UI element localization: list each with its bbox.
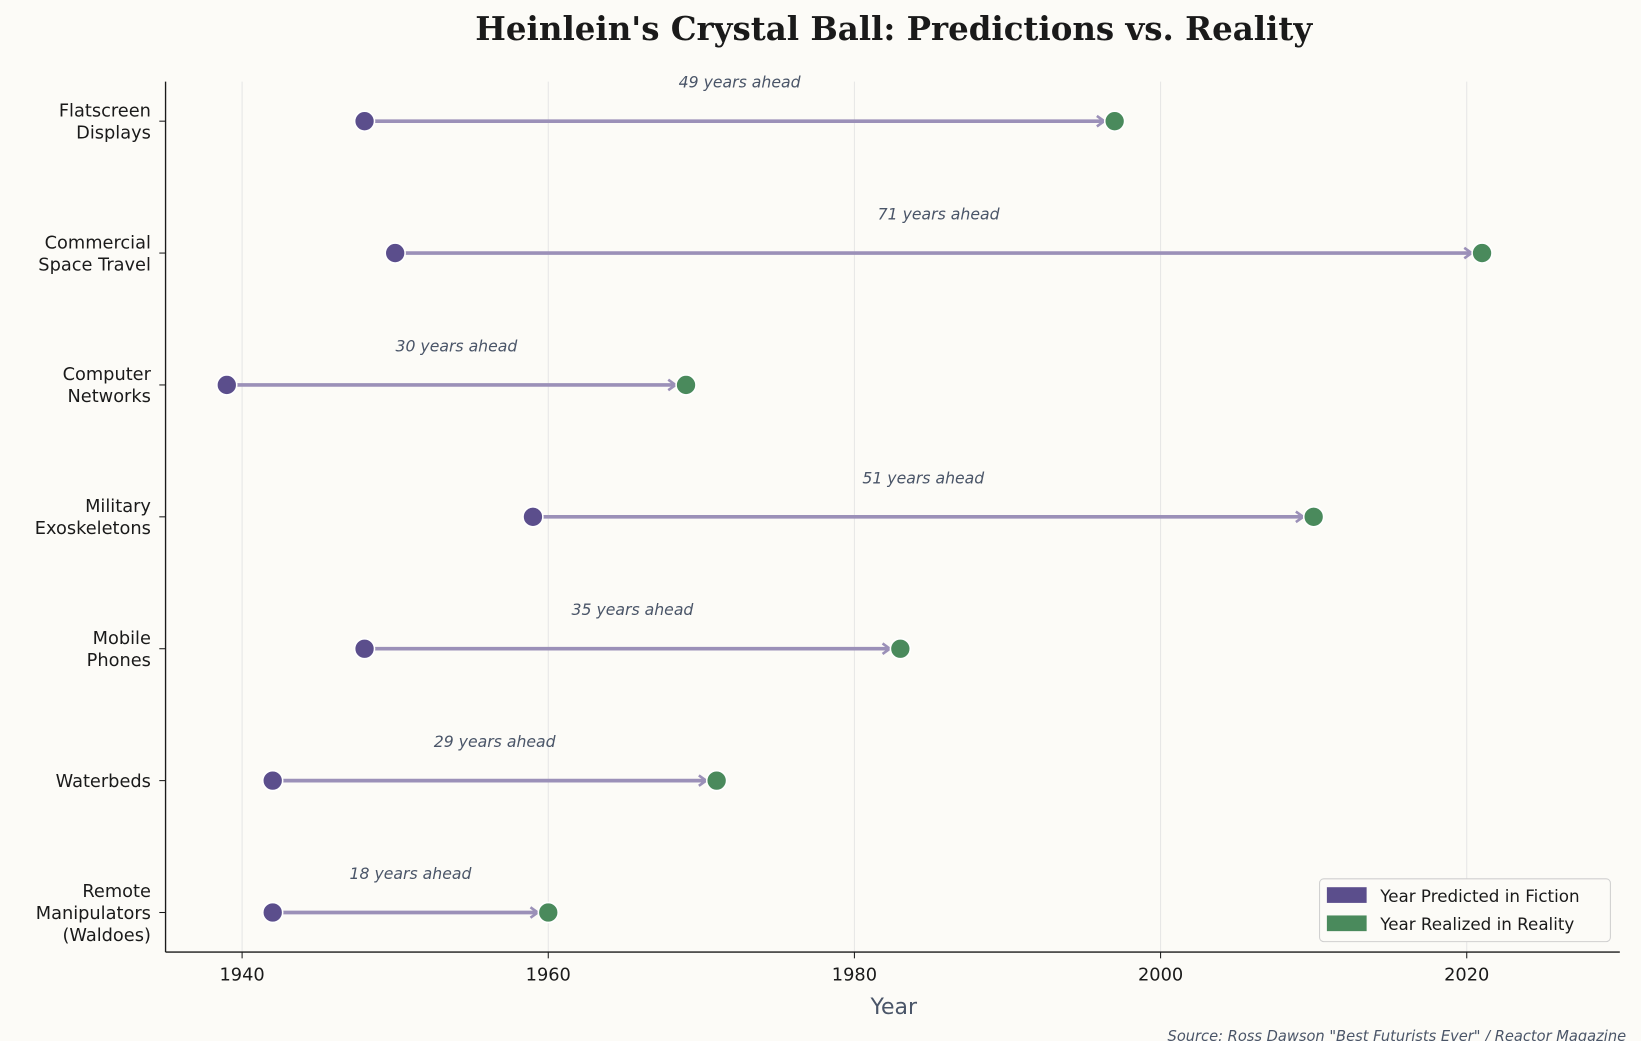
x-tick-label: 1960: [526, 964, 571, 985]
gap-annotation: 30 years ahead: [395, 336, 518, 355]
y-tick-label: Remote Manipulators (Waldoes): [36, 881, 151, 946]
x-tick-label: 1940: [219, 964, 264, 985]
chart-title: Heinlein's Crystal Ball: Predictions vs.…: [475, 10, 1313, 48]
predicted-point: [384, 242, 406, 264]
gap-annotation: 35 years ahead: [572, 600, 695, 619]
source-note: Source: Ross Dawson "Best Futurists Ever…: [1168, 1028, 1627, 1041]
predicted-point: [261, 769, 284, 792]
realized-point: [675, 374, 697, 396]
x-axis-label: Year: [869, 995, 917, 1020]
y-tick-label: Mobile Phones: [87, 628, 151, 671]
y-tick-label: Flatscreen Displays: [59, 100, 151, 143]
y-tick-label: Commercial Space Travel: [38, 232, 151, 275]
predicted-point: [216, 374, 238, 396]
y-tick-label: Computer Networks: [63, 364, 152, 407]
predicted-point: [353, 110, 376, 132]
predicted-point: [522, 506, 544, 528]
realized-point: [889, 638, 912, 660]
gap-annotation: 71 years ahead: [878, 205, 1001, 224]
x-tick-label: 2020: [1444, 964, 1489, 985]
y-tick-label: Military Exoskeletons: [35, 496, 151, 539]
predicted-point: [261, 901, 284, 924]
legend-label-realized: Year Realized in Reality: [1379, 914, 1574, 934]
realized-point: [537, 901, 559, 924]
legend-swatch-realized: [1326, 915, 1367, 932]
legend: Year Predicted in Fiction Year Realized …: [1319, 878, 1611, 943]
x-tick-label: 2000: [1138, 964, 1183, 985]
realized-point: [1302, 506, 1325, 528]
realized-point: [1471, 242, 1493, 264]
realized-point: [1103, 110, 1126, 132]
realized-point: [705, 769, 728, 792]
legend-swatch-predicted: [1326, 887, 1367, 903]
x-tick-label: 1980: [832, 964, 877, 985]
gap-annotation: 51 years ahead: [862, 468, 985, 487]
legend-label-predicted: Year Predicted in Fiction: [1379, 886, 1579, 906]
legend-box: [1319, 878, 1611, 943]
gap-annotation: 29 years ahead: [434, 732, 557, 751]
y-tick-label: Waterbeds: [56, 771, 151, 792]
predicted-point: [353, 638, 376, 660]
gap-annotation: 49 years ahead: [679, 73, 802, 92]
gap-annotation: 18 years ahead: [350, 864, 473, 883]
